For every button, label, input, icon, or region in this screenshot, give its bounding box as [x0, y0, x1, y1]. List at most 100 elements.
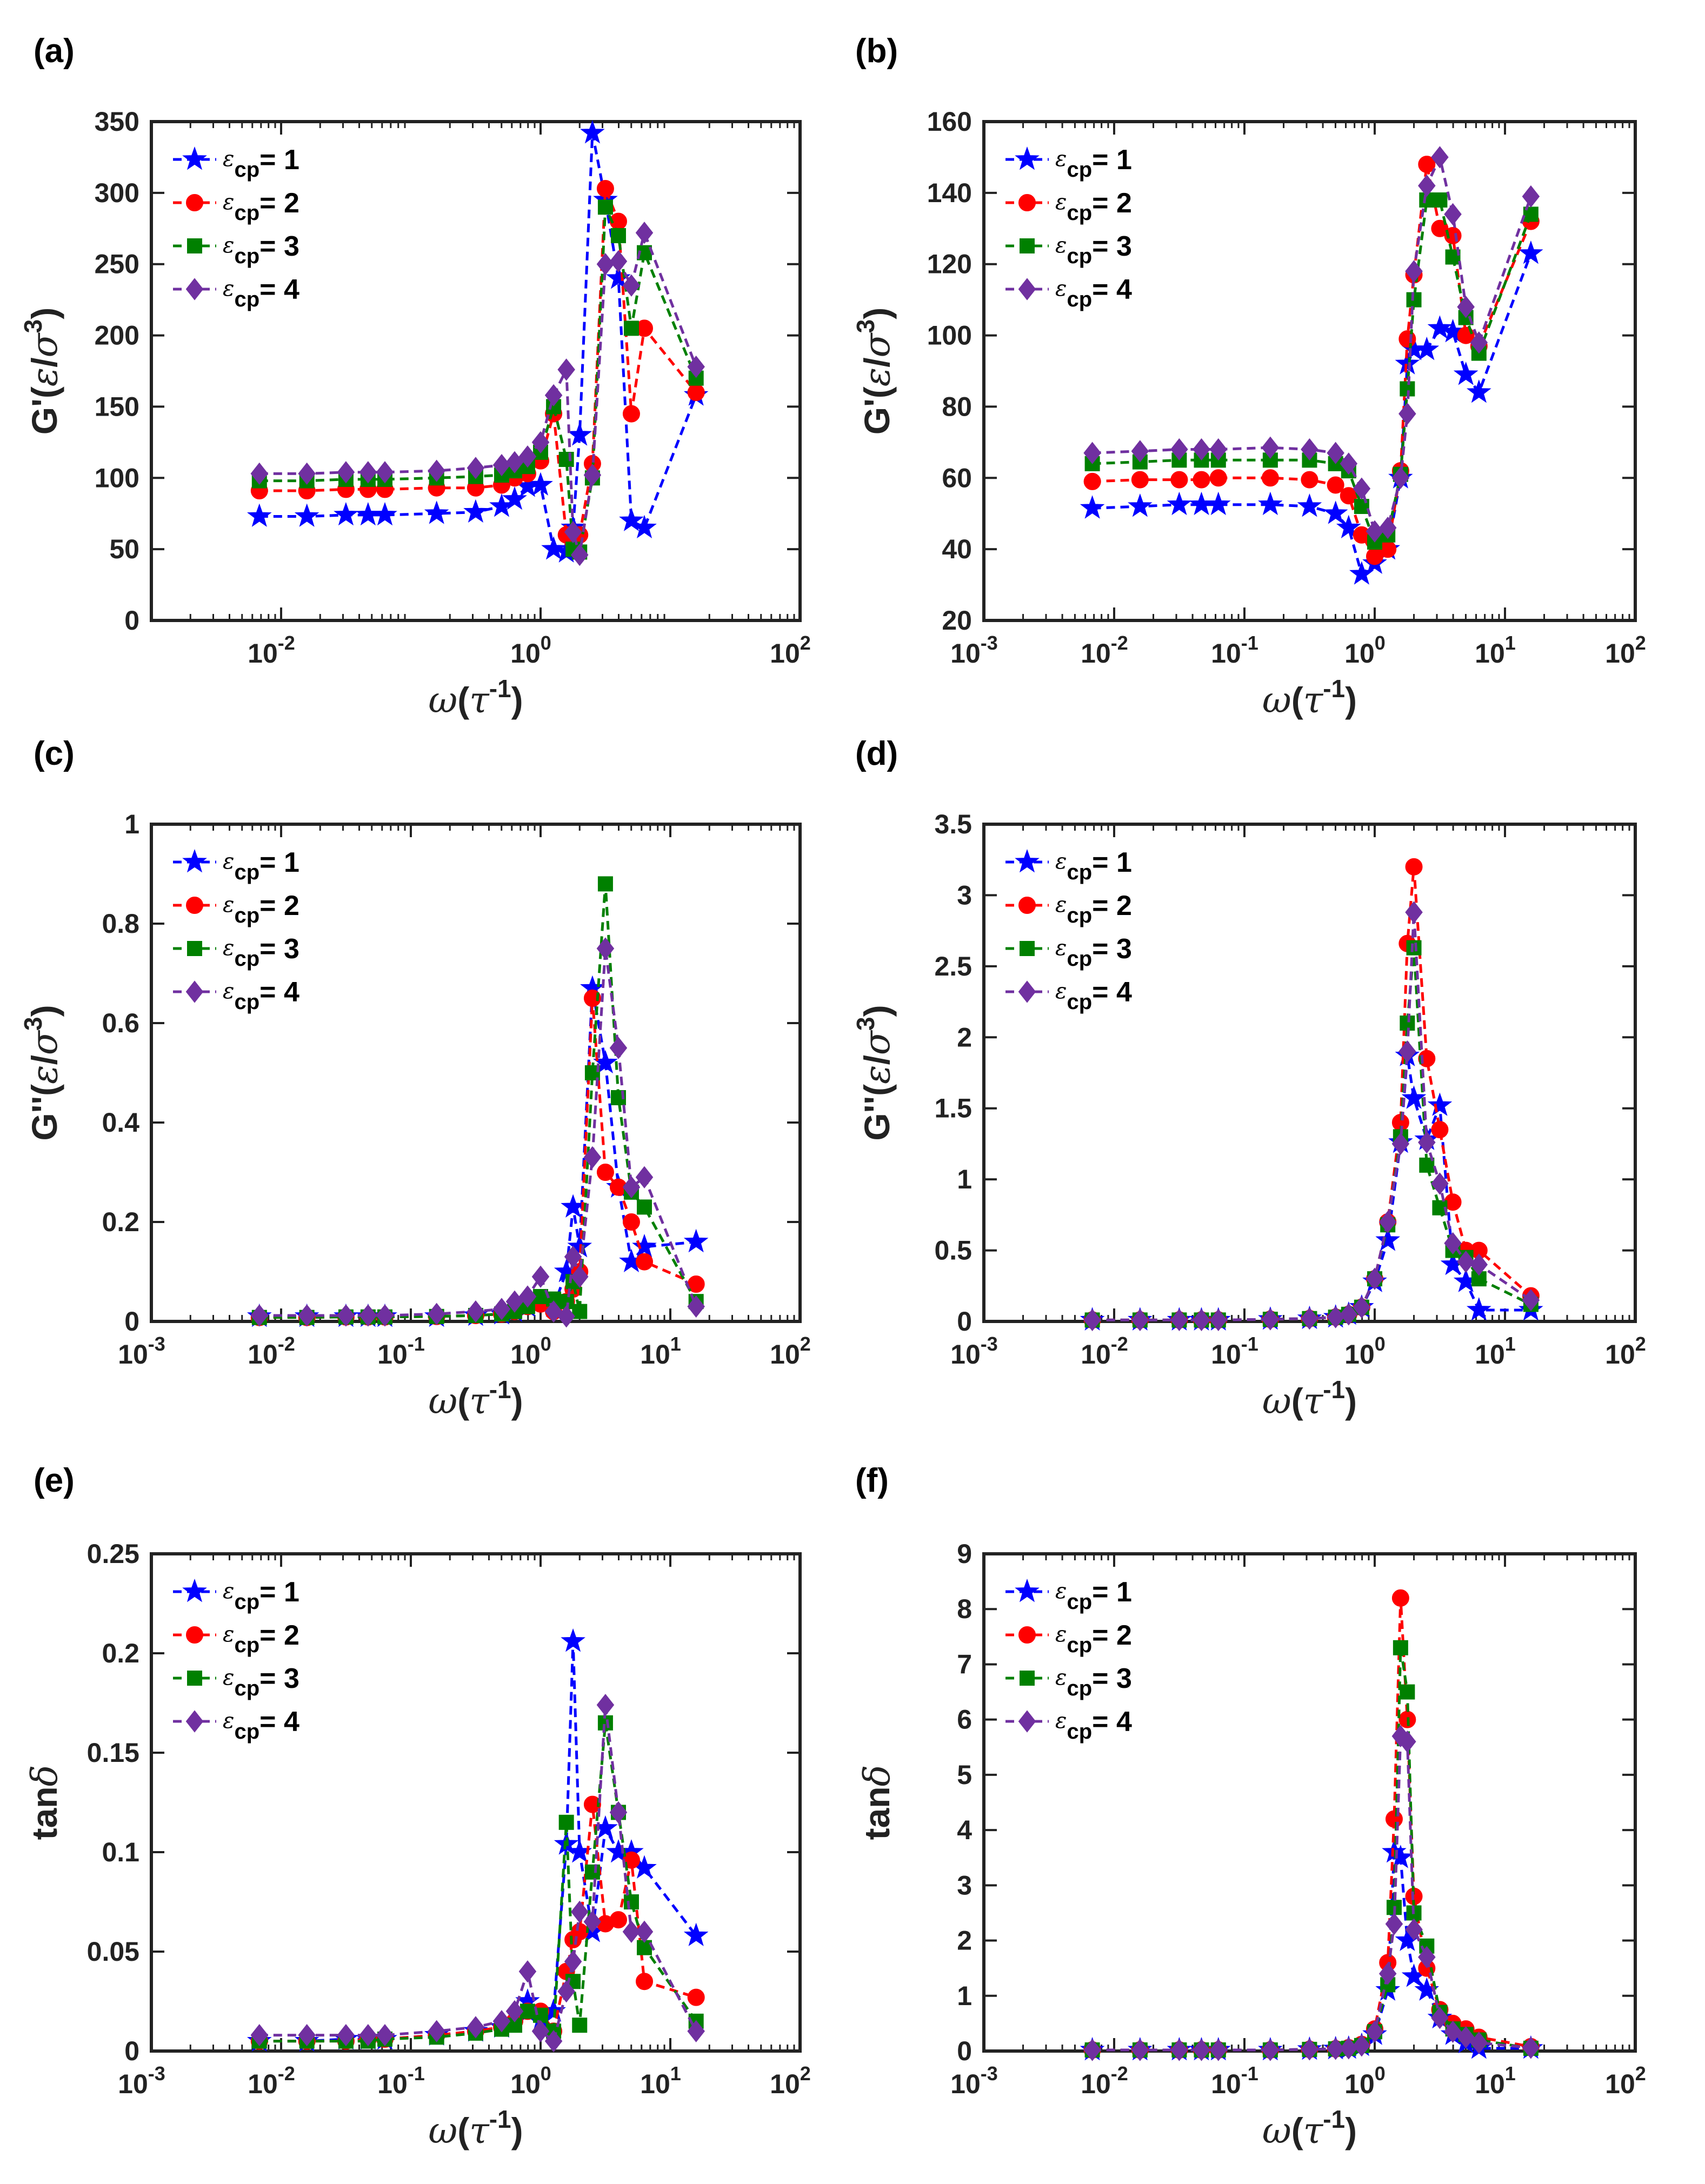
legend-marker [1015, 146, 1040, 170]
data-point [1395, 351, 1420, 375]
data-point [609, 1801, 628, 1824]
data-point [298, 462, 316, 485]
data-point [1398, 403, 1416, 425]
x-tick-label: 100 [510, 2062, 551, 2099]
data-point [583, 464, 602, 486]
panel-label: (f) [855, 1462, 889, 1499]
data-point [1206, 491, 1231, 516]
data-point [1391, 1589, 1409, 1607]
data-point [622, 405, 640, 423]
data-point [583, 1911, 602, 1933]
data-point [1131, 1308, 1149, 1331]
data-point [294, 503, 319, 527]
data-point [1193, 438, 1210, 461]
x-tick-label: 100 [1344, 632, 1386, 669]
data-point [609, 250, 628, 273]
data-point [1261, 469, 1279, 487]
series-line [1092, 1598, 1531, 2052]
x-tick-label: 10-3 [950, 632, 998, 669]
legend: εcp= 1 εcp= 2 εcp= 3 εcp= 4 [1005, 847, 1132, 1014]
data-point [492, 1298, 511, 1320]
x-tick-label: 10-2 [1081, 632, 1128, 669]
data-point [467, 1300, 485, 1323]
panel-label: (d) [855, 735, 898, 772]
x-axis-label: ω(τ-1) [1262, 1375, 1357, 1422]
x-tick-label: 10-1 [1211, 2062, 1258, 2099]
data-point [1258, 491, 1283, 516]
y-tick-label: 1 [957, 1981, 972, 2011]
y-tick-label: 100 [95, 463, 139, 493]
data-point [1301, 438, 1318, 461]
legend-label: εcp= 2 [223, 1620, 299, 1657]
legend-marker [182, 146, 207, 170]
y-tick-label: 0.2 [102, 1638, 139, 1668]
data-point [1167, 491, 1192, 516]
x-tick-label: 101 [640, 1333, 681, 1370]
y-tick-label: 60 [942, 463, 972, 493]
data-point [609, 1037, 628, 1059]
chart-panel-f: (f) 10-3 10-2 10-1 100 101 102 0 1 2 3 4 5 6 7 8 9 ω(τ-1)… [855, 1462, 1646, 2152]
legend-label: εcp= 3 [223, 231, 299, 268]
series-line [1092, 1733, 1531, 2052]
data-point [518, 1960, 537, 1983]
data-point [1432, 192, 1448, 208]
legend-label: εcp= 2 [1055, 188, 1132, 225]
data-point [596, 937, 615, 960]
y-tick-label: 0.05 [87, 1936, 139, 1967]
data-point [1398, 1040, 1416, 1063]
data-point [1366, 1267, 1384, 1290]
data-point [1080, 495, 1105, 519]
data-point [1340, 452, 1358, 475]
y-axis-label: G'(ε/σ3) [851, 308, 898, 435]
legend-marker [1018, 194, 1036, 211]
legend-label: εcp= 4 [1055, 1706, 1132, 1744]
data-point [544, 2029, 563, 2053]
y-axis-label: G''(ε/σ3) [19, 1005, 65, 1140]
legend: εcp= 1 εcp= 2 εcp= 3 εcp= 4 [1005, 144, 1132, 311]
legend-label: εcp= 4 [223, 1706, 299, 1744]
data-point [561, 1628, 585, 1652]
y-tick-label: 350 [95, 106, 139, 137]
data-point [505, 451, 524, 473]
chart-panel-d: (d) 10-3 10-2 10-1 100 101 102 0 0.5 1 1.5 2 2.5 3 3.5… [851, 735, 1646, 1422]
y-tick-label: 80 [942, 391, 972, 422]
data-point [1261, 2039, 1280, 2061]
legend-marker [187, 238, 202, 253]
data-point [359, 461, 377, 484]
data-point [1414, 336, 1440, 360]
series-4 [250, 1694, 705, 2053]
y-tick-label: 0 [124, 2036, 139, 2066]
data-point [570, 1265, 589, 1288]
y-tick-label: 3 [957, 1870, 972, 1900]
data-point [1444, 2020, 1462, 2043]
series-line [259, 1722, 697, 2043]
x-tick-label: 102 [770, 2062, 811, 2099]
series-line [259, 1641, 697, 2043]
data-point [428, 2020, 445, 2042]
data-point [1431, 1121, 1449, 1139]
data-point [1131, 2039, 1149, 2061]
data-point [250, 462, 269, 485]
data-point [564, 520, 582, 544]
data-point [1349, 561, 1374, 585]
legend-label: εcp= 3 [1055, 231, 1132, 268]
data-point [531, 2020, 550, 2042]
data-point [1391, 466, 1410, 489]
data-point [1457, 1250, 1475, 1273]
data-point [1406, 940, 1422, 956]
data-point [1378, 516, 1397, 539]
data-point [1366, 2020, 1384, 2043]
legend-label: εcp= 1 [1055, 144, 1132, 182]
x-tick-label: 100 [1344, 1333, 1386, 1370]
legend-marker [182, 1579, 207, 1602]
y-tick-label: 2.5 [934, 951, 972, 981]
y-tick-label: 120 [927, 249, 972, 279]
legend-marker [186, 194, 203, 211]
y-tick-label: 0.6 [102, 1008, 139, 1038]
y-tick-label: 250 [95, 249, 139, 279]
data-point [622, 1176, 641, 1199]
data-point [1209, 1308, 1228, 1331]
data-point [622, 274, 641, 297]
data-point [597, 199, 613, 215]
data-point [467, 457, 485, 479]
